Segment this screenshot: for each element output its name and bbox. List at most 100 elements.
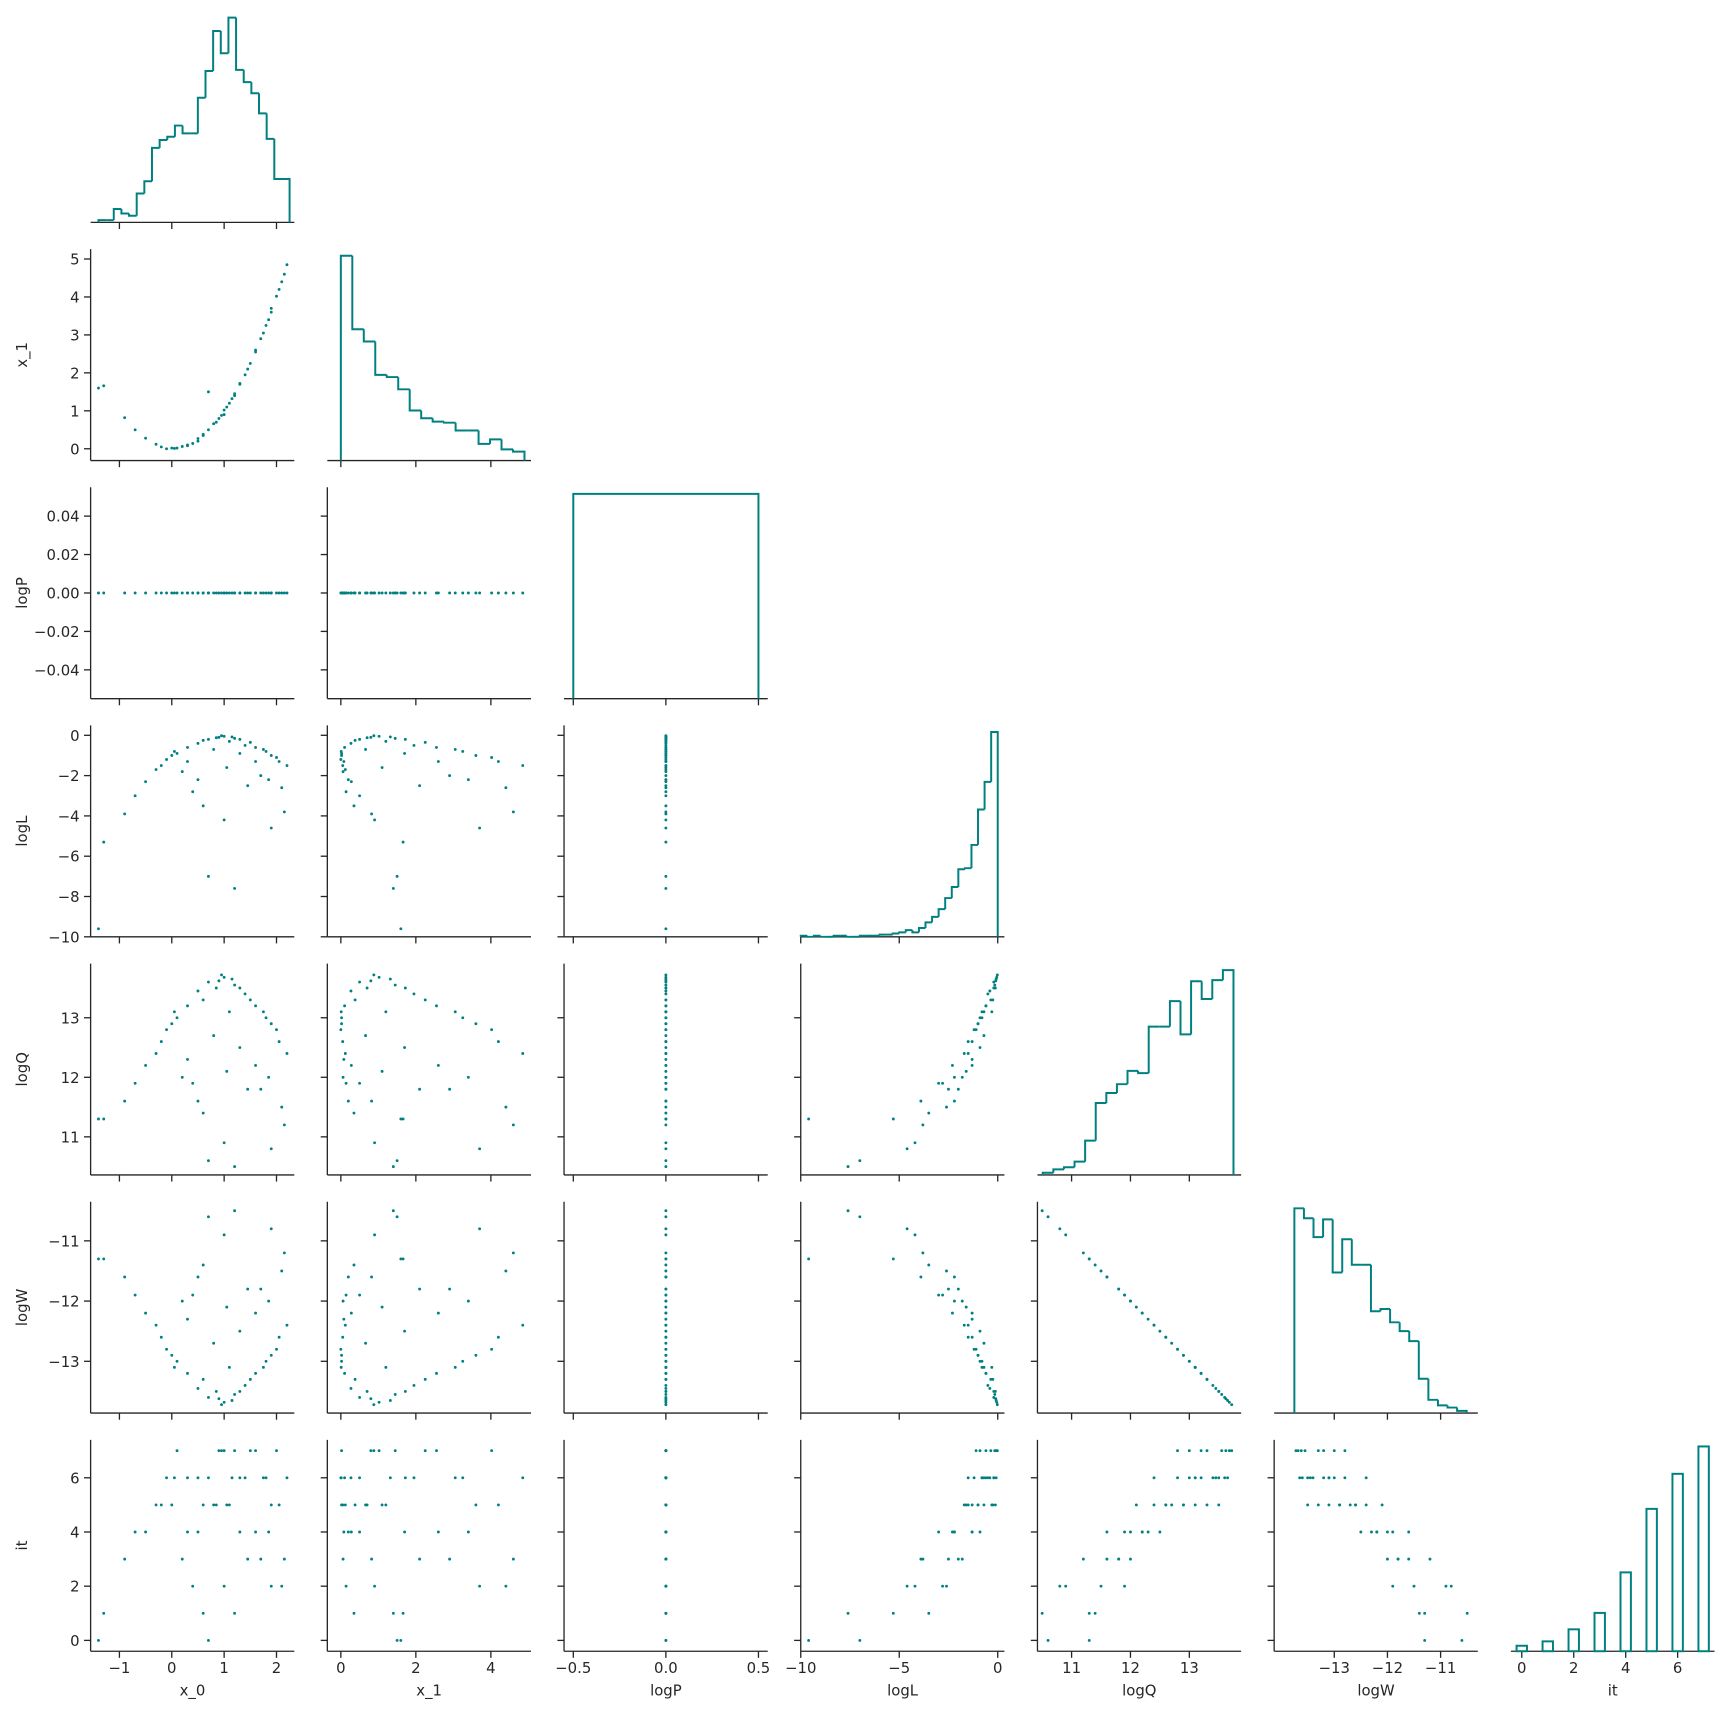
scatter-point xyxy=(664,1449,668,1453)
scatter-point xyxy=(269,1503,273,1507)
scatter-point xyxy=(196,989,200,993)
histogram-bin xyxy=(950,886,959,899)
scatter-point xyxy=(664,980,668,984)
scatter-point xyxy=(664,1052,668,1055)
histogram-bin xyxy=(158,139,168,148)
scatter-point xyxy=(339,1010,343,1014)
scatter-point xyxy=(970,1058,974,1061)
scatter-point xyxy=(341,1503,345,1507)
scatter-point xyxy=(285,591,289,595)
scatter-point xyxy=(1444,1584,1448,1588)
scatter-point xyxy=(412,591,416,595)
scatter-point xyxy=(664,1111,668,1115)
scatter-point xyxy=(243,1476,247,1480)
histogram-bin xyxy=(931,915,939,923)
scatter-point xyxy=(102,840,106,844)
scatter-point xyxy=(264,1016,268,1020)
scatter-point xyxy=(1129,1557,1132,1561)
histogram-bin xyxy=(1221,969,1235,1175)
scatter-point xyxy=(225,591,229,595)
scatter-point xyxy=(238,1329,242,1333)
scatter-point xyxy=(970,1040,974,1043)
scatter-point xyxy=(945,1584,948,1588)
scatter-point xyxy=(950,1063,954,1067)
scatter-point xyxy=(393,983,397,987)
scatter-point xyxy=(412,992,416,996)
scatter-point xyxy=(952,1530,956,1534)
scatter-point xyxy=(1164,1503,1168,1507)
scatter-point xyxy=(1380,1503,1384,1507)
scatter-point xyxy=(388,735,392,739)
scatter-point xyxy=(1182,1353,1185,1357)
scatter-point xyxy=(246,1557,250,1561)
histogram-bin xyxy=(1168,1000,1181,1027)
histogram-bin xyxy=(150,146,160,182)
scatter-point xyxy=(664,973,668,977)
scatter-point xyxy=(927,1111,931,1115)
histogram-bar xyxy=(1671,1472,1684,1653)
scatter-point xyxy=(201,1611,205,1615)
scatter-point xyxy=(461,749,465,753)
scatter-point xyxy=(974,1449,978,1453)
scatter-point xyxy=(370,1275,374,1279)
scatter-point xyxy=(435,1371,438,1375)
histogram-bin xyxy=(431,418,445,423)
scatter-point xyxy=(248,998,252,1002)
scatter-point xyxy=(254,350,257,354)
scatter-point xyxy=(664,1476,668,1480)
scatter-point xyxy=(207,591,210,595)
scatter-point xyxy=(391,1209,395,1213)
scatter-point xyxy=(927,1263,931,1267)
histogram-bin xyxy=(454,422,468,432)
scatter-point xyxy=(664,1389,668,1393)
scatter-point xyxy=(212,1341,216,1345)
scatter-point xyxy=(966,1052,970,1055)
histogram-bin xyxy=(97,219,107,223)
scatter-point xyxy=(461,1476,465,1480)
scatter-point xyxy=(1040,1209,1044,1213)
scatter-point xyxy=(186,760,189,763)
scatter-point xyxy=(175,1359,179,1363)
scatter-point xyxy=(1343,1476,1347,1480)
histogram-bar xyxy=(1619,1571,1632,1653)
histogram-bin xyxy=(477,430,491,445)
scatter-point xyxy=(664,758,668,761)
scatter-point xyxy=(343,768,347,771)
scatter-point xyxy=(664,747,668,751)
scatter-point xyxy=(1199,1449,1203,1453)
scatter-point xyxy=(254,745,257,749)
scatter-point xyxy=(988,989,992,993)
scatter-point xyxy=(991,1503,995,1507)
scatter-point xyxy=(339,758,343,761)
scatter-point xyxy=(664,1392,668,1396)
scatter-point xyxy=(1294,1449,1298,1453)
scatter-point xyxy=(664,1263,668,1267)
scatter-point xyxy=(1199,1371,1203,1375)
scatter-point xyxy=(496,1503,500,1507)
scatter-point xyxy=(1123,1530,1127,1534)
scatter-point xyxy=(180,445,184,448)
scatter-point xyxy=(222,1400,226,1404)
scatter-point xyxy=(196,741,200,745)
scatter-point xyxy=(986,992,990,996)
histogram-bin xyxy=(858,934,867,937)
scatter-point xyxy=(995,973,999,977)
scatter-point xyxy=(207,1395,210,1399)
scatter-point xyxy=(905,1147,909,1151)
scatter-point xyxy=(466,1530,470,1534)
scatter-point xyxy=(343,1004,347,1008)
scatter-point xyxy=(339,1476,343,1480)
scatter-point xyxy=(186,1004,189,1008)
scatter-point xyxy=(261,1010,265,1014)
scatter-point xyxy=(1417,1611,1421,1615)
scatter-point xyxy=(664,1530,668,1534)
scatter-point xyxy=(238,986,242,990)
scatter-point xyxy=(1123,1293,1127,1297)
scatter-point xyxy=(254,1004,257,1008)
scatter-point xyxy=(340,1449,344,1453)
scatter-point xyxy=(358,1395,362,1399)
scatter-point xyxy=(435,591,438,595)
scatter-point xyxy=(343,1503,347,1507)
scatter-point xyxy=(980,1016,984,1020)
scatter-point xyxy=(664,1557,668,1561)
